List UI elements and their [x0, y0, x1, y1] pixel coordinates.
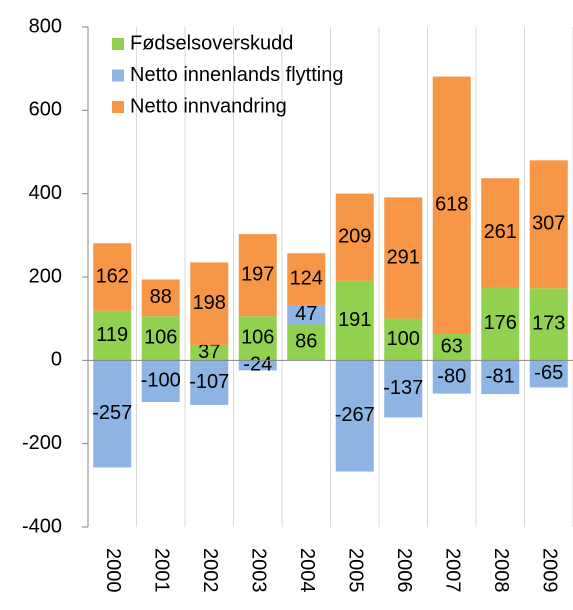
bar-segment: [190, 262, 229, 345]
legend-label: Netto innvandring: [130, 95, 287, 117]
data-label: -257: [92, 402, 132, 424]
bar-segment: [93, 310, 132, 361]
data-label: 47: [295, 303, 317, 325]
y-tick-label: 600: [29, 99, 62, 121]
data-label: 106: [144, 327, 177, 349]
data-label: -100: [141, 369, 181, 391]
bar-segment: [287, 324, 326, 361]
legend-label: Fødselsoverskudd: [130, 32, 293, 54]
data-label: 191: [338, 309, 371, 331]
y-tick-label: 400: [29, 182, 62, 204]
bar-segment: [93, 360, 132, 468]
bar-segment: [141, 316, 180, 361]
y-tick-label: 0: [51, 349, 62, 371]
data-label: 100: [387, 328, 420, 350]
data-label: -267: [335, 404, 375, 426]
x-tick-label: 2004: [296, 548, 318, 593]
bar-segment: [529, 160, 568, 289]
bar-segment: [190, 344, 229, 361]
bar-segment: [384, 197, 423, 319]
data-label: -24: [243, 354, 272, 376]
data-label: 618: [435, 194, 468, 216]
bar-segment: [238, 360, 277, 371]
x-tick-label: 2002: [199, 548, 221, 593]
y-tick-label: 200: [29, 265, 62, 287]
bar-segment: [238, 316, 277, 361]
legend-swatch: [112, 101, 124, 113]
bar-segment: [432, 360, 471, 394]
bar-segment: [529, 288, 568, 361]
x-tick-label: 2009: [538, 548, 560, 593]
data-label: 173: [532, 313, 565, 335]
data-label: 162: [96, 265, 129, 287]
data-label: 209: [338, 225, 371, 247]
data-label: 291: [387, 246, 420, 268]
data-label: 198: [193, 292, 226, 314]
bar-segment: [481, 360, 520, 395]
bar-segment: [432, 76, 471, 335]
bar-segment: [432, 334, 471, 361]
x-tick-label: 2001: [150, 548, 172, 593]
y-tick-label: -400: [22, 515, 62, 537]
legend-label: Netto innenlands flytting: [130, 64, 343, 86]
bar-segment: [384, 360, 423, 418]
y-tick-label: -200: [22, 432, 62, 454]
bar-segment: [190, 360, 229, 405]
bar-segment: [481, 178, 520, 287]
data-label: 86: [295, 331, 317, 353]
x-tick-label: 2006: [393, 548, 415, 593]
data-label: 88: [150, 286, 172, 308]
bar-segment: [335, 360, 374, 472]
x-tick-label: 2008: [490, 548, 512, 593]
x-tick-label: 2003: [247, 548, 269, 593]
bar-segment: [141, 360, 180, 402]
bar-segment: [287, 304, 326, 325]
data-label: -81: [486, 365, 515, 387]
data-label: 63: [441, 335, 463, 357]
y-tick-label: 800: [29, 15, 62, 37]
bar-segment: [335, 280, 374, 361]
bar-segment: [481, 287, 520, 361]
x-tick-label: 2000: [102, 548, 124, 593]
legend-swatch: [112, 69, 124, 82]
data-label: 106: [241, 327, 274, 349]
legend-swatch: [112, 38, 124, 50]
bar-segment: [93, 243, 132, 311]
data-label: -80: [437, 365, 466, 387]
bar-segment: [287, 253, 326, 305]
bar-segment: [335, 193, 374, 281]
x-tick-label: 2007: [441, 548, 463, 593]
data-label: 37: [198, 341, 220, 363]
data-label: 307: [532, 213, 565, 235]
data-label: -65: [534, 362, 563, 384]
data-label: 124: [290, 267, 323, 289]
data-label: -107: [189, 371, 229, 393]
x-tick-label: 2005: [344, 548, 366, 593]
data-label: 119: [96, 324, 128, 346]
bar-segment: [384, 318, 423, 361]
bar-segment: [141, 279, 180, 317]
bar-segment: [238, 234, 277, 317]
data-label: -137: [383, 377, 423, 399]
data-label: 197: [241, 263, 274, 285]
bar-segment: [529, 360, 568, 388]
data-label: 261: [484, 221, 517, 243]
data-label: 176: [484, 312, 517, 334]
